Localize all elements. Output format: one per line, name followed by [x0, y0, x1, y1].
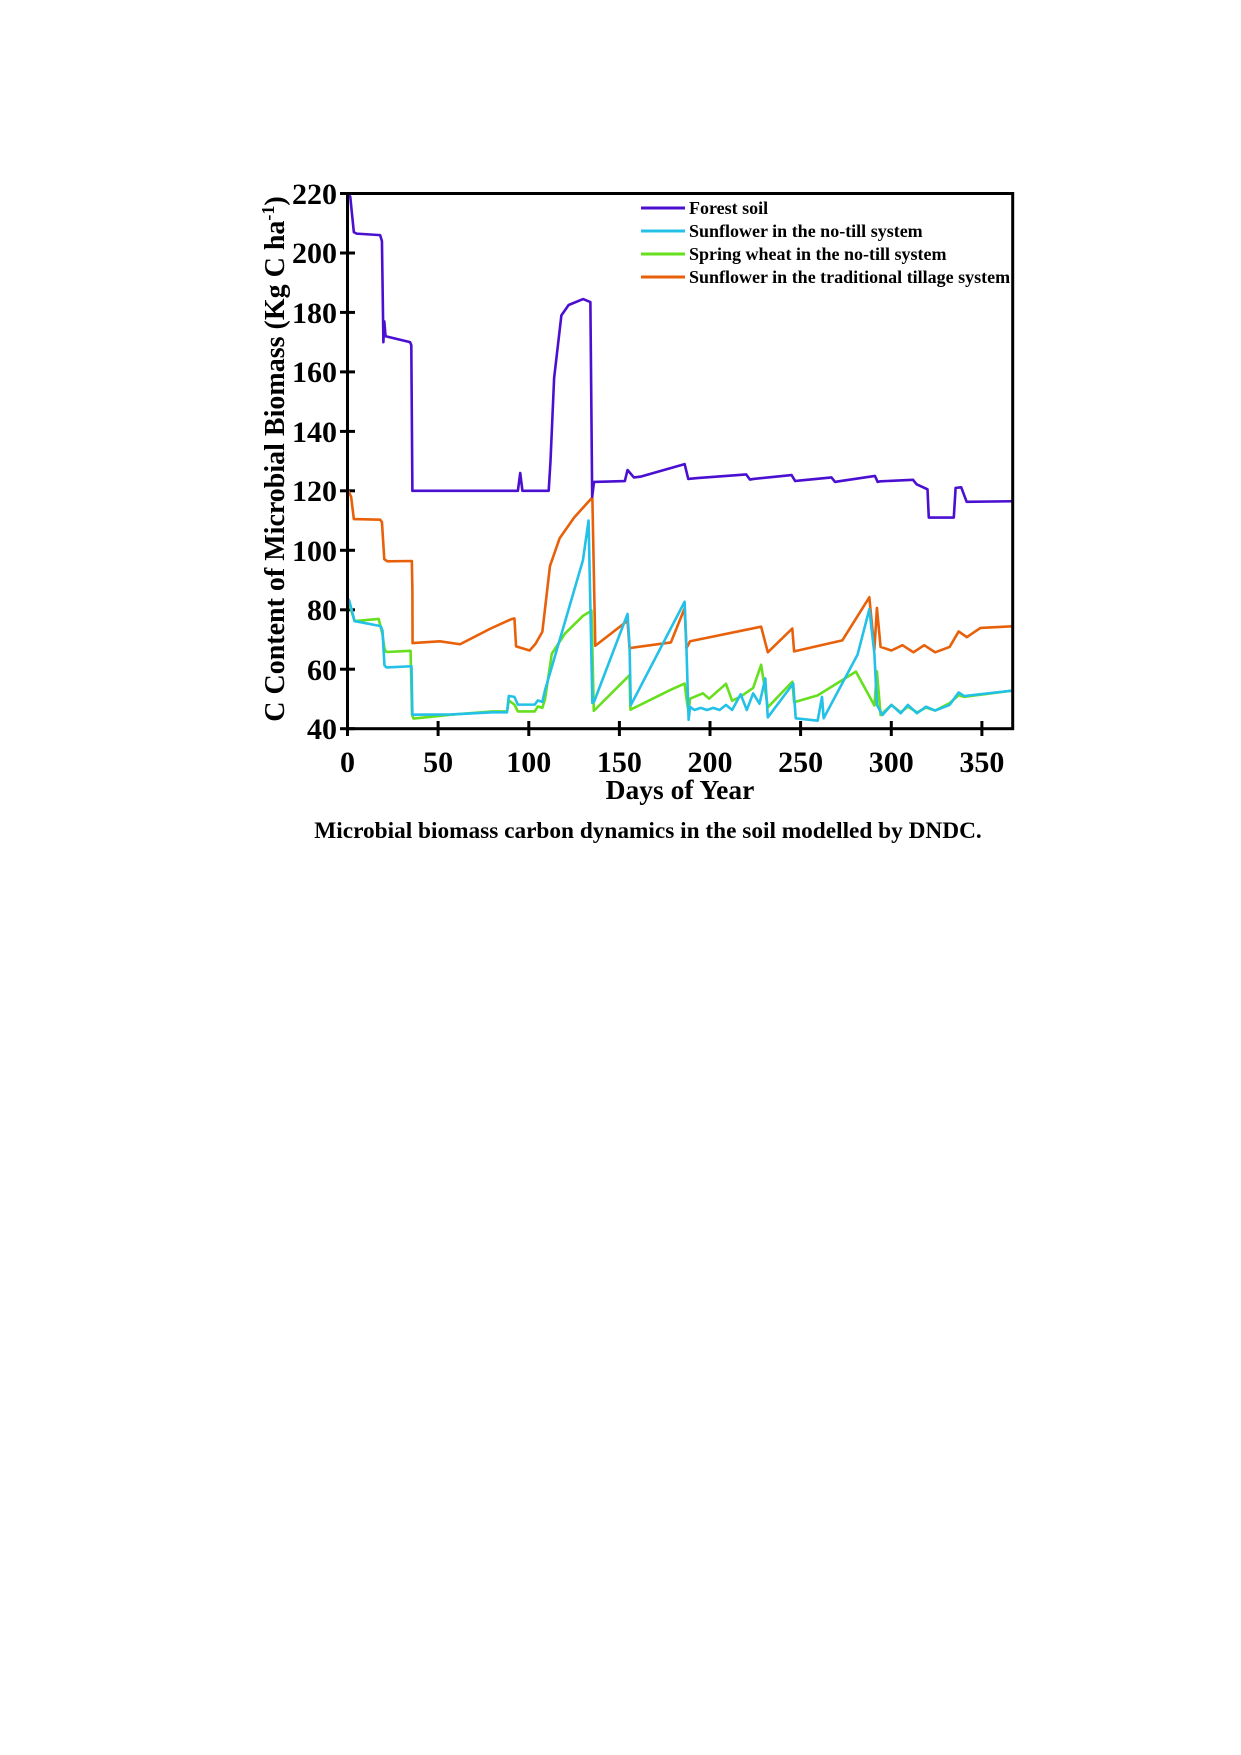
svg-text:200: 200: [292, 237, 337, 270]
svg-text:100: 100: [292, 535, 337, 568]
svg-text:180: 180: [292, 297, 337, 330]
svg-text:Sunflower in the traditional t: Sunflower in the traditional tillage sys…: [689, 267, 1010, 287]
svg-text:160: 160: [292, 356, 337, 389]
svg-text:300: 300: [869, 746, 914, 779]
svg-text:40: 40: [307, 713, 337, 746]
svg-text:Days of Year: Days of Year: [606, 774, 755, 805]
svg-text:80: 80: [307, 594, 337, 627]
svg-text:Microbial biomass carbon dynam: Microbial biomass carbon dynamics in the…: [314, 818, 981, 844]
svg-text:140: 140: [292, 416, 337, 449]
svg-text:Sunflower in the no-till syste: Sunflower in the no-till system: [689, 221, 923, 241]
svg-text:100: 100: [506, 746, 551, 779]
svg-text:250: 250: [778, 746, 823, 779]
svg-text:Spring wheat in the no-till sy: Spring wheat in the no-till system: [689, 244, 947, 264]
svg-text:0: 0: [340, 746, 355, 779]
svg-text:350: 350: [959, 746, 1004, 779]
svg-text:120: 120: [292, 475, 337, 508]
svg-text:C Content of Microbial Biomass: C Content of Microbial Biomass (Kg C ha-…: [258, 196, 291, 721]
svg-text:60: 60: [307, 654, 337, 687]
svg-text:Forest soil: Forest soil: [689, 198, 768, 218]
svg-text:50: 50: [423, 746, 453, 779]
svg-text:220: 220: [292, 178, 337, 211]
